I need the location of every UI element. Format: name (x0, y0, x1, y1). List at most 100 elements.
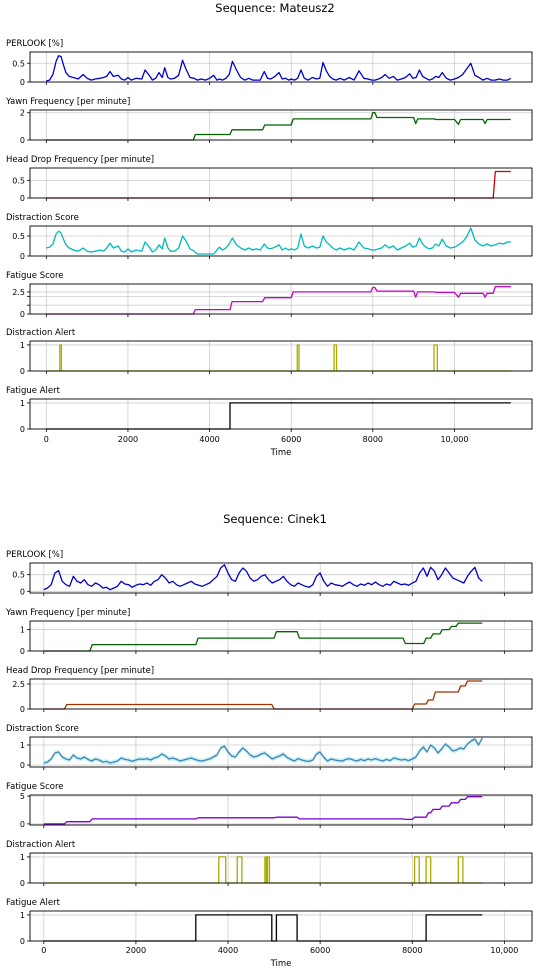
panel-headdrop: Head Drop Frequency [per minute] 0 0.5 (6, 155, 533, 203)
y-tick-label: 1 (20, 853, 25, 862)
series-line-distraction (43, 737, 483, 764)
series-line-yawn (46, 112, 511, 141)
axes-frame (29, 398, 533, 430)
panel-title: Fatigue Alert (6, 386, 61, 396)
x-tick-label: 10,000 (440, 435, 468, 444)
axes-frame (29, 562, 533, 594)
x-tick-label: 8000 (363, 435, 383, 444)
y-tick-label: 0 (20, 367, 25, 376)
series-line-distraction (46, 227, 511, 255)
y-tick-label: 5 (20, 792, 25, 801)
panel-distalert: Distraction Alert 0 1 (6, 840, 533, 888)
panel-title: Fatigue Alert (6, 898, 61, 908)
y-tick-label: 0.5 (12, 232, 25, 241)
y-tick-label: 0 (20, 820, 25, 829)
series-line-fatigue (43, 796, 483, 825)
series-line-headdrop (46, 170, 511, 199)
chart-0: Sequence: Mateusz2 PERLOOK [%] 0 0.5 Yawn Fr… (5, 1, 533, 458)
series-band (43, 735, 483, 766)
x-tick-label: 0 (44, 435, 49, 444)
axes-frame (29, 167, 533, 199)
panel-fatigue: Fatigue Score 0 2.5 (6, 271, 533, 319)
chart-title: Sequence: Cinek1 (223, 512, 327, 526)
panel-title: Distraction Score (6, 724, 79, 734)
y-tick-label: 0.5 (12, 571, 25, 580)
x-tick-label: 0 (41, 946, 46, 955)
panel-fatalert: Fatigue Alert 0 1 (6, 386, 533, 434)
panel-perlook: PERLOOK [%] 0 0.5 (6, 39, 533, 87)
y-tick-label: 1 (20, 399, 25, 408)
y-tick-label: 0.5 (12, 176, 25, 185)
panel-title: Distraction Score (6, 213, 79, 223)
panel-fatalert: Fatigue Alert 0 1 (6, 898, 533, 946)
y-tick-label: 0 (20, 761, 25, 770)
panel-perlook: PERLOOK [%] 0 0.5 (6, 550, 533, 596)
y-tick-label: 0 (20, 587, 25, 596)
axes-frame (29, 736, 533, 768)
series-line-yawn (43, 622, 483, 652)
panel-headdrop: Head Drop Frequency [per minute] 0 2.5 (6, 666, 533, 714)
y-tick-label: 2.5 (12, 288, 25, 297)
series-line-perlook (46, 55, 512, 82)
panel-title: Distraction Alert (6, 840, 76, 850)
series-line-distalert (46, 344, 511, 372)
panel-title: Head Drop Frequency [per minute] (6, 155, 154, 165)
x-tick-label: 4000 (218, 946, 238, 955)
y-tick-label: 2 (20, 109, 25, 118)
y-tick-label: 0.5 (12, 59, 25, 68)
panel-title: PERLOOK [%] (6, 550, 63, 560)
axes-frame (29, 620, 533, 652)
x-tick-label: 6000 (281, 435, 301, 444)
series-line-fatalert (43, 914, 483, 942)
y-tick-label: 0 (20, 136, 25, 145)
panel-fatigue: Fatigue Score 0 5 (6, 782, 533, 829)
y-tick-label: 0 (20, 252, 25, 261)
axes-frame (29, 678, 533, 710)
x-tick-label: 10,000 (490, 946, 518, 955)
y-tick-label: 0 (20, 194, 25, 203)
panel-title: Distraction Alert (6, 328, 76, 338)
panel-title: PERLOOK [%] (6, 39, 63, 49)
axes-frame (29, 340, 533, 372)
y-tick-label: 0 (20, 937, 25, 946)
panel-title: Fatigue Score (6, 271, 64, 281)
axes-frame (29, 794, 533, 826)
panel-title: Fatigue Score (6, 782, 64, 792)
panel-distalert: Distraction Alert 0 1 (6, 328, 533, 376)
y-tick-label: 0 (20, 705, 25, 714)
panel-title: Yawn Frequency [per minute] (5, 97, 130, 107)
x-tick-label: 4000 (199, 435, 219, 444)
panel-distraction: Distraction Score 0 0.5 (6, 213, 533, 261)
panel-yawn: Yawn Frequency [per minute] 0 1 (5, 608, 533, 656)
axes-frame (29, 109, 533, 141)
y-tick-label: 1 (20, 626, 25, 635)
panel-title: Yawn Frequency [per minute] (5, 608, 130, 618)
panel-yawn: Yawn Frequency [per minute] 0 2 (5, 97, 533, 145)
panel-distraction: Distraction Score 0 1 (6, 724, 533, 770)
series-line-fatalert (46, 402, 511, 430)
chart-title: Sequence: Mateusz2 (215, 1, 334, 15)
y-tick-label: 0 (20, 78, 25, 87)
series-line-headdrop (43, 680, 483, 710)
y-tick-label: 0 (20, 879, 25, 888)
y-tick-label: 0 (20, 425, 25, 434)
axes-frame (29, 910, 533, 942)
panel-title: Head Drop Frequency [per minute] (6, 666, 154, 676)
axes-frame (29, 51, 533, 83)
y-tick-label: 0 (20, 310, 25, 319)
x-tick-label: 2000 (126, 946, 146, 955)
x-tick-label: 8000 (402, 946, 422, 955)
x-axis-label: Time (270, 448, 292, 458)
x-axis-label: Time (270, 959, 292, 969)
series-line-distalert (43, 856, 483, 884)
series-line-perlook (43, 564, 483, 591)
x-tick-label: 6000 (310, 946, 330, 955)
axes-frame (29, 283, 533, 315)
y-tick-label: 0 (20, 647, 25, 656)
chart-1: Sequence: Cinek1 PERLOOK [%] 0 0.5 Yawn Freq… (5, 512, 533, 969)
y-tick-label: 1 (20, 741, 25, 750)
series-line-fatigue (46, 285, 511, 315)
axes-frame (29, 852, 533, 884)
axes-frame (29, 225, 533, 257)
